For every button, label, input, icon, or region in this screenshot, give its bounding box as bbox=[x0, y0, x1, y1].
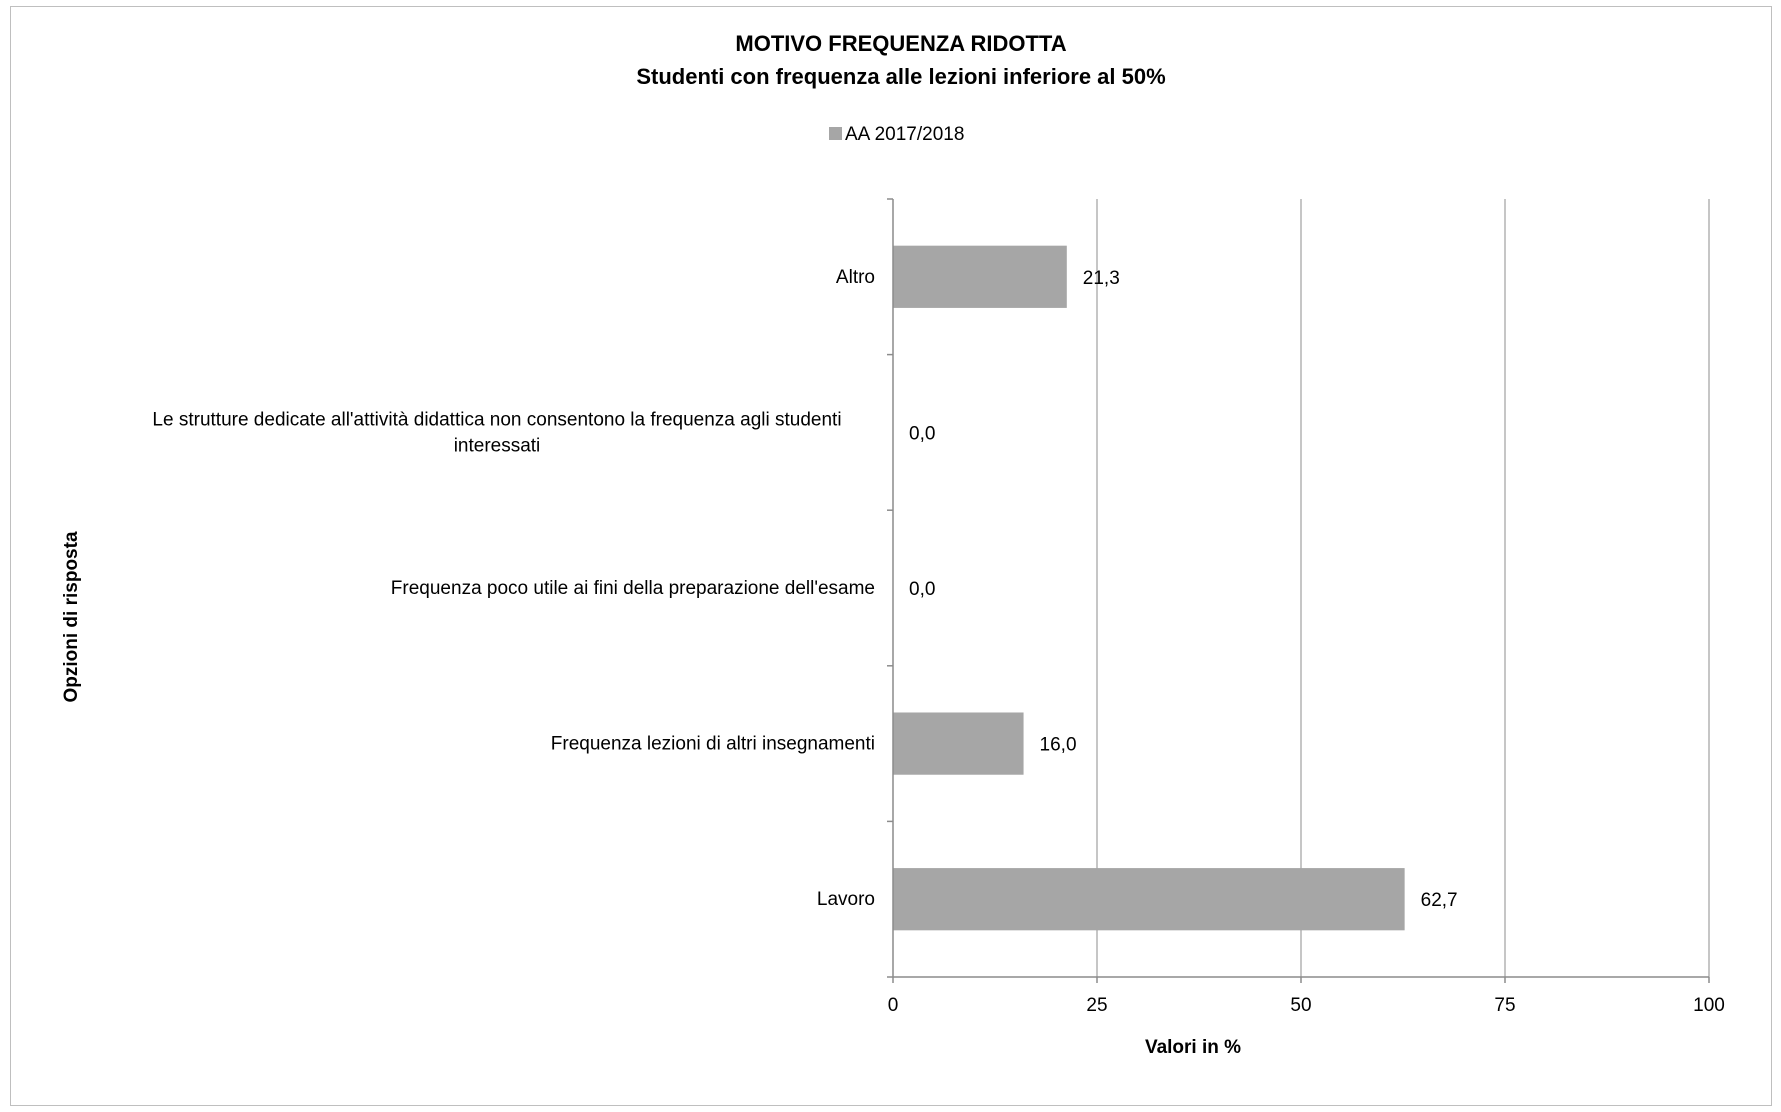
data-labels: 21,3 0,0 0,0 16,0 62,7 bbox=[909, 268, 1458, 911]
category-label: Lavoro bbox=[817, 889, 875, 910]
category-label: Frequenza poco utile ai fini della prepa… bbox=[391, 578, 875, 599]
data-label: 21,3 bbox=[1083, 268, 1120, 289]
category-label: Le strutture dedicate all'attività didat… bbox=[152, 409, 841, 456]
data-label: 62,7 bbox=[1421, 890, 1458, 911]
data-label: 0,0 bbox=[909, 579, 935, 600]
x-axis-title: Valori in % bbox=[1145, 1037, 1241, 1058]
gridlines bbox=[1096, 199, 1710, 977]
x-tick-label: 25 bbox=[1086, 995, 1107, 1016]
x-tick-label: 0 bbox=[888, 995, 899, 1016]
bar bbox=[893, 868, 1405, 931]
x-tick-label: 50 bbox=[1290, 995, 1311, 1016]
x-tick-label: 100 bbox=[1693, 995, 1725, 1016]
category-label: Frequenza lezioni di altri insegnamenti bbox=[551, 734, 875, 755]
bar bbox=[893, 712, 1024, 775]
tick-labels: 0 25 50 75 100 bbox=[888, 995, 1725, 1016]
category-label: Altro bbox=[836, 267, 875, 288]
chart-frame: MOTIVO FREQUENZA RIDOTTA Studenti con fr… bbox=[10, 6, 1772, 1106]
data-label: 16,0 bbox=[1040, 735, 1077, 756]
chart-subtitle: Studenti con frequenza alle lezioni infe… bbox=[636, 64, 1165, 89]
bar-chart: MOTIVO FREQUENZA RIDOTTA Studenti con fr… bbox=[61, 31, 1725, 1058]
bars bbox=[893, 245, 1405, 931]
legend: AA 2017/2018 bbox=[829, 124, 964, 145]
category-labels: Altro Le strutture dedicate all'attività … bbox=[152, 267, 875, 910]
axes bbox=[887, 198, 1710, 983]
legend-swatch bbox=[829, 127, 842, 140]
legend-label: AA 2017/2018 bbox=[845, 124, 964, 145]
bar bbox=[893, 245, 1067, 308]
y-axis-title: Opzioni di risposta bbox=[61, 531, 82, 702]
x-tick-label: 75 bbox=[1494, 995, 1515, 1016]
chart-title: MOTIVO FREQUENZA RIDOTTA bbox=[735, 31, 1066, 56]
data-label: 0,0 bbox=[909, 423, 935, 444]
